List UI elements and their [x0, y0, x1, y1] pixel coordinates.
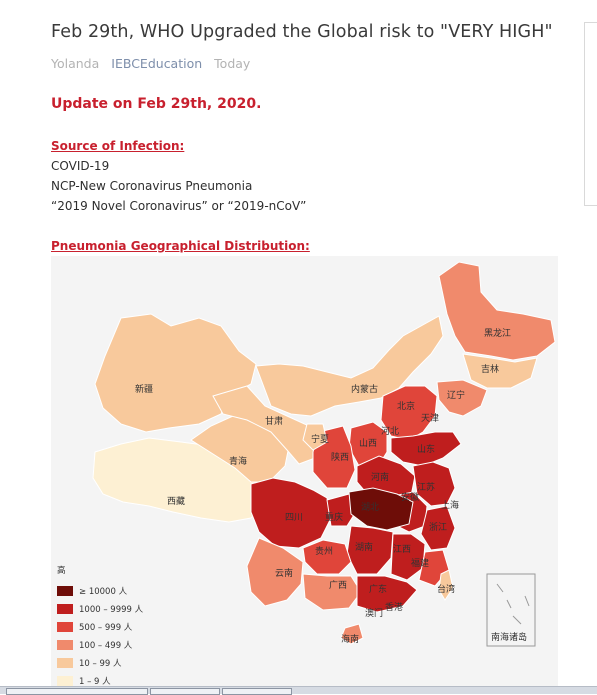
taskbar-button[interactable] — [6, 688, 148, 695]
province-hainan[interactable] — [340, 623, 364, 645]
legend-swatch — [57, 622, 73, 632]
map-heading: Pneumonia Geographical Distribution: — [51, 239, 310, 253]
legend-item[interactable]: ≥ 10000 人 — [57, 582, 143, 600]
label-anhui: 安徽 — [401, 491, 419, 503]
legend-label: 10 – 99 人 — [79, 659, 122, 669]
label-jiangxi: 江西 — [393, 544, 411, 555]
legend-item[interactable]: 1000 – 9999 人 — [57, 600, 143, 618]
label-shanxi: 山西 — [359, 438, 377, 449]
province-jiangxi[interactable] — [390, 533, 426, 581]
publish-date: Today — [214, 56, 251, 71]
label-shanghai: 上海 — [441, 499, 459, 511]
province-guizhou[interactable] — [302, 539, 352, 575]
label-taiwan: 台湾 — [437, 583, 455, 595]
legend-label: 1 – 9 人 — [79, 677, 111, 687]
label-guizhou: 贵州 — [315, 545, 333, 557]
province-zhejiang[interactable] — [420, 505, 456, 551]
province-sichuan[interactable] — [250, 477, 332, 549]
label-ningxia: 宁夏 — [311, 433, 329, 445]
province-guangdong[interactable] — [356, 575, 418, 613]
nanhai-inset — [486, 573, 536, 647]
label-heilongjiang: 黑龙江 — [484, 327, 511, 339]
province-qinghai[interactable] — [190, 415, 290, 483]
legend-title: 高 — [57, 566, 66, 576]
province-shandong[interactable] — [390, 431, 462, 467]
legend-swatch — [57, 658, 73, 668]
china-map: 黑龙江 吉林 辽宁 内蒙古 新疆 西藏 青海 甘肃 宁夏 陕西 山西 河北 北京… — [51, 256, 558, 693]
label-hunan: 湖南 — [355, 541, 373, 553]
label-hainan: 海南 — [341, 633, 359, 645]
label-jiangsu: 江苏 — [417, 481, 435, 493]
article-meta: Yolanda IEBCEducation Today — [51, 56, 250, 71]
label-henan: 河南 — [371, 471, 389, 483]
label-qinghai: 青海 — [229, 455, 247, 467]
legend-label: 500 – 999 人 — [79, 623, 133, 633]
province-heilongjiang[interactable] — [438, 261, 556, 361]
source-heading: Source of Infection: — [51, 139, 185, 153]
label-guangxi: 广西 — [329, 579, 347, 591]
map-svg: 黑龙江 吉林 辽宁 内蒙古 新疆 西藏 青海 甘肃 宁夏 陕西 山西 河北 北京… — [92, 261, 556, 647]
legend-swatch — [57, 676, 73, 686]
legend-label: 1000 – 9999 人 — [79, 605, 144, 615]
legend-label: 100 – 499 人 — [79, 641, 133, 651]
label-beijing: 北京 — [397, 400, 415, 412]
label-shandong: 山东 — [417, 443, 435, 455]
province-hubei[interactable] — [348, 487, 414, 531]
province-liaoning[interactable] — [436, 379, 488, 417]
province-jiangsu[interactable] — [412, 461, 456, 507]
province-taiwan[interactable] — [438, 569, 454, 601]
label-xizang: 西藏 — [167, 495, 185, 507]
label-xinjiang: 新疆 — [135, 383, 153, 395]
text-line: NCP-New Coronavirus Pneumonia — [51, 179, 253, 193]
label-tianjin: 天津 — [421, 413, 439, 424]
province-jilin[interactable] — [462, 353, 538, 389]
label-nanhai: 南海诸岛 — [491, 631, 527, 643]
label-hubei: 湖北 — [361, 502, 379, 513]
text-line: COVID-19 — [51, 159, 110, 173]
legend-item[interactable]: 1 – 9 人 — [57, 672, 143, 690]
label-yunnan: 云南 — [275, 567, 293, 579]
province-beijing-hebei[interactable] — [380, 385, 438, 441]
nanhai-dashes — [496, 583, 530, 625]
province-ningxia[interactable] — [302, 423, 328, 451]
label-fujian: 福建 — [411, 557, 429, 569]
label-sichuan: 四川 — [285, 513, 303, 523]
label-hebei: 河北 — [381, 425, 399, 437]
legend-label: ≥ 10000 人 — [79, 587, 128, 597]
article-title: Feb 29th, WHO Upgraded the Global risk t… — [51, 22, 553, 42]
legend-item[interactable]: 100 – 499 人 — [57, 636, 143, 654]
label-chongqing: 重庆 — [325, 511, 343, 523]
label-zhejiang: 浙江 — [429, 521, 447, 533]
label-guangdong: 广东 — [369, 583, 387, 595]
label-neimenggu: 内蒙古 — [351, 383, 378, 395]
label-macau: 澳门 — [365, 607, 383, 619]
channel-link[interactable]: IEBCEducation — [111, 56, 203, 71]
province-guangxi[interactable] — [302, 573, 362, 611]
taskbar-button[interactable] — [150, 688, 220, 695]
label-shaanxi: 陕西 — [331, 451, 349, 463]
text-line: “2019 Novel Coronavirus” or “2019-nCoV” — [51, 199, 307, 213]
label-jilin: 吉林 — [481, 363, 499, 375]
legend-swatch — [57, 640, 73, 650]
side-panel — [584, 22, 597, 206]
taskbar-button[interactable] — [222, 688, 292, 695]
legend-swatch — [57, 586, 73, 596]
label-liaoning: 辽宁 — [447, 389, 465, 401]
map-legend: 高 ≥ 10000 人 1000 – 9999 人 500 – 999 人 10… — [57, 564, 143, 690]
label-gansu: 甘肃 — [265, 415, 283, 427]
label-hongkong: 香港 — [385, 601, 403, 613]
legend-item[interactable]: 10 – 99 人 — [57, 654, 143, 672]
province-yunnan[interactable] — [246, 537, 304, 607]
legend-swatch — [57, 604, 73, 614]
legend-item[interactable]: 500 – 999 人 — [57, 618, 143, 636]
author-name[interactable]: Yolanda — [51, 56, 100, 71]
update-heading: Update on Feb 29th, 2020. — [51, 96, 262, 112]
province-neimenggu[interactable] — [255, 315, 444, 417]
